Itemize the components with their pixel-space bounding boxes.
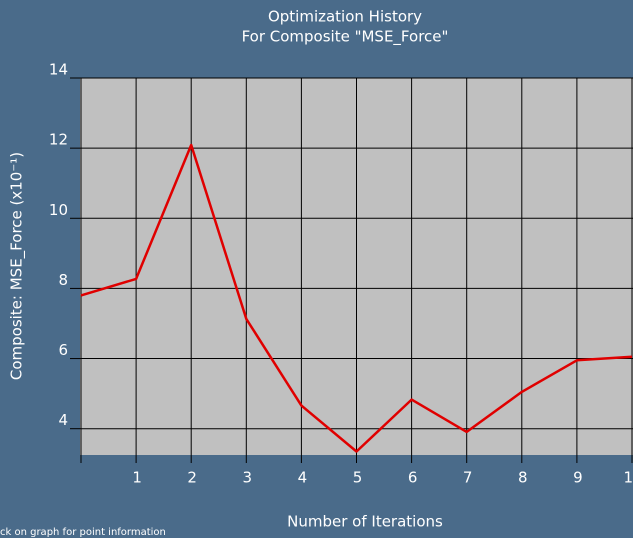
x-tick-label: 5	[353, 469, 363, 487]
chart-subtitle: For Composite "MSE_Force"	[242, 28, 449, 47]
x-tick-label: 9	[573, 469, 583, 487]
y-tick-label: 8	[58, 271, 68, 289]
x-axis-label: Number of Iterations	[287, 513, 443, 531]
x-tick-label: 7	[463, 469, 473, 487]
y-tick-label: 6	[58, 341, 68, 359]
y-axis-label: Composite: MSE_Force (x10⁻¹)	[8, 152, 27, 380]
x-tick-label: 3	[243, 469, 253, 487]
chart-title: Optimization History	[268, 8, 422, 26]
x-tick-label: 6	[408, 469, 418, 487]
y-tick-label: 4	[58, 411, 68, 429]
x-tick-label: 2	[187, 469, 197, 487]
x-tick-label: 1	[132, 469, 142, 487]
y-tick-label: 14	[49, 61, 68, 79]
data-line	[80, 143, 633, 453]
y-tick-label: 12	[49, 131, 68, 149]
x-tick-label: 4	[298, 469, 308, 487]
status-text: ck on graph for point information	[0, 527, 166, 538]
y-tick-label: 10	[49, 201, 68, 219]
x-tick-label: 8	[518, 469, 528, 487]
x-tick-label: 10	[623, 469, 633, 487]
